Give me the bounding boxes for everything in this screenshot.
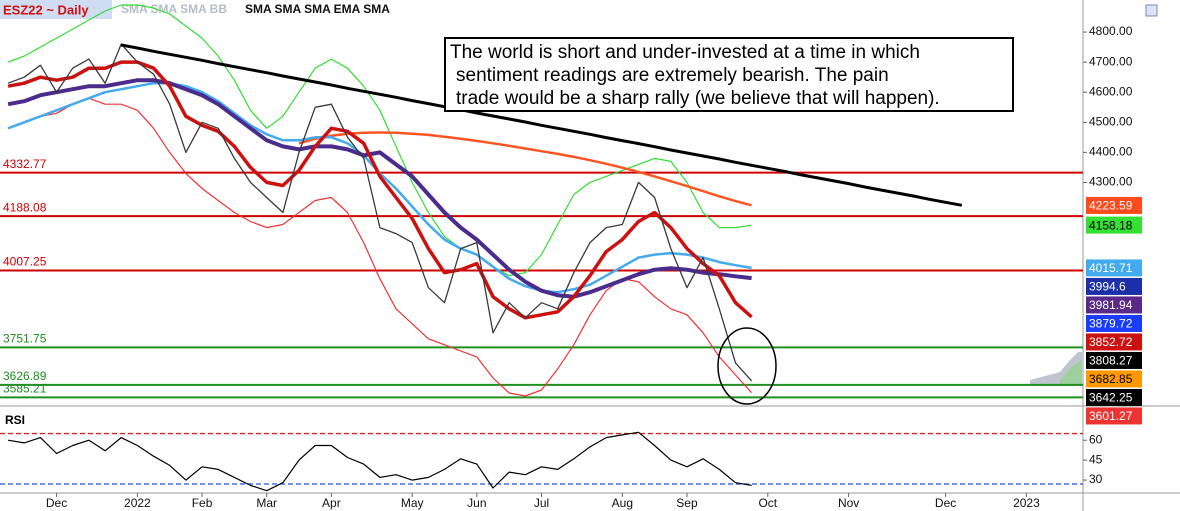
x-tick-label: Jun [467,496,486,510]
series-line [298,131,752,207]
highlight-circle [717,327,777,405]
x-tick-label: May [401,496,424,510]
x-tick-label: Oct [758,496,777,510]
price-tag-label: 3808.27 [1089,354,1133,368]
annotation: The world is short and under-invested at… [450,42,920,63]
x-tick-label: Aug [612,496,633,510]
y-tick-label: 4300.00 [1089,175,1133,189]
x-tick-label: Dec [46,496,67,510]
x-tick-label: Nov [838,496,859,510]
y-tick-label: 45 [1089,452,1103,466]
x-tick-label: Feb [192,496,213,510]
price-tag [1086,196,1142,214]
price-tag-label: 3682.85 [1089,372,1133,386]
annotation-box [444,37,1014,112]
price-tag [1086,333,1142,351]
y-tick-label: 60 [1089,432,1103,446]
price-tag [1086,259,1142,277]
x-tick-label: 2022 [124,496,151,510]
price-tag-label: 3981.94 [1089,298,1133,312]
series-line [8,431,752,492]
x-tick-label: Apr [322,496,341,510]
price-tag-label: 3642.25 [1089,391,1133,405]
level-label: 3751.75 [3,332,47,346]
price-tag [1086,296,1142,314]
price-tag-label: 3601.27 [1089,409,1133,423]
price-tag [1086,407,1142,425]
series-line [7,43,753,382]
panel-title: RSI [5,413,25,427]
annotation: trade would be a sharp rally (we believe… [456,88,940,109]
corner-icon [1145,4,1158,17]
chart-title: ESZ22 ~ Daily [3,2,89,17]
price-tag-label: 3879.72 [1089,317,1133,331]
series-line [7,78,752,299]
x-tick-label: Mar [256,496,277,510]
price-tag-label: 4158.18 [1089,218,1133,232]
price-tag-label: 4015.71 [1089,261,1133,275]
y-tick-label: 4500.00 [1089,114,1133,128]
y-tick-label: 30 [1089,472,1103,486]
series-line [7,60,753,320]
indicator-list: SMA SMA SMA BB [121,2,227,16]
price-tag [1086,388,1142,406]
price-tag [1086,277,1142,295]
x-tick-label: Dec [935,496,956,510]
level-label: 3585.21 [3,382,47,396]
price-tag [1086,314,1142,332]
y-tick-label: 4600.00 [1089,84,1133,98]
level-label: 4332.77 [3,157,47,171]
annotation: sentiment readings are extremely bearish… [456,65,889,86]
x-tick-label: Jul [534,496,549,510]
level-label: 4188.08 [3,200,47,214]
price-tag-label: 3994.6 [1089,280,1126,294]
series-line [120,43,963,207]
volume-profile [1060,360,1082,386]
price-tag [1086,370,1142,388]
y-tick-label: 4800.00 [1089,24,1133,38]
y-tick-label: 4700.00 [1089,54,1133,68]
y-tick-label: 4400.00 [1089,145,1133,159]
level-label: 4007.25 [3,255,47,269]
plot: 4332.77 4188.08 4007.25 3751.75 3626.893585.… [0,4,1142,510]
price-tag [1086,351,1142,369]
x-tick-label: 2023 [1013,496,1040,510]
title-box [0,0,112,19]
price-tag-label: 3852.72 [1089,335,1133,349]
level-label: 3626.89 [3,369,47,383]
price-tag [1086,216,1142,234]
x-tick-label: Sep [676,496,698,510]
price-tag-label: 4223.59 [1089,199,1133,213]
indicator-list: SMA SMA SMA EMA SMA [245,2,390,16]
